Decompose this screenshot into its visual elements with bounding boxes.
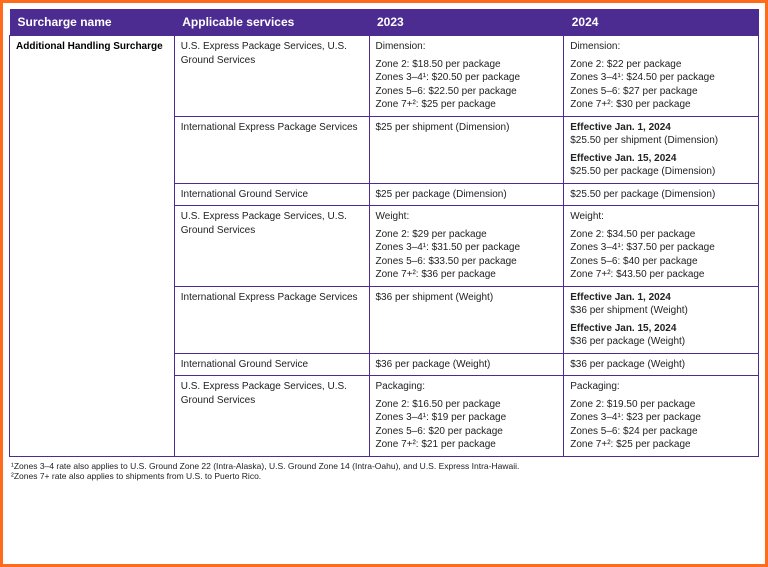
service-cell: U.S. Express Package Services, U.S. Grou… — [174, 36, 369, 117]
cell-line: $36 per package (Weight) — [376, 358, 558, 372]
cell-heading: Weight: — [376, 210, 558, 224]
year-2023-cell: $25 per shipment (Dimension) — [369, 116, 564, 183]
year-2023-cell: $36 per package (Weight) — [369, 353, 564, 376]
effective-date: Effective Jan. 1, 2024 — [570, 291, 752, 305]
cell-line: Zone 7+²: $25 per package — [376, 98, 558, 112]
cell-line: Zone 7+²: $43.50 per package — [570, 268, 752, 282]
cell-line: Zone 2: $19.50 per package — [570, 398, 752, 412]
surcharge-table: Surcharge name Applicable services 2023 … — [9, 9, 759, 457]
cell-line: Zones 3–4¹: $37.50 per package — [570, 241, 752, 255]
year-2023-cell: $36 per shipment (Weight) — [369, 286, 564, 353]
cell-heading: Dimension: — [376, 40, 558, 54]
cell-line: Zones 3–4¹: $20.50 per package — [376, 71, 558, 85]
cell-line: Zones 3–4¹: $19 per package — [376, 411, 558, 425]
col-header-name: Surcharge name — [10, 9, 175, 36]
cell-line: Zones 3–4¹: $23 per package — [570, 411, 752, 425]
cell-line: $36 per shipment (Weight) — [570, 304, 752, 318]
year-2024-cell: $36 per package (Weight) — [564, 353, 759, 376]
cell-line: Zones 5–6: $22.50 per package — [376, 85, 558, 99]
footnotes: ¹Zones 3–4 rate also applies to U.S. Gro… — [9, 457, 759, 482]
cell-line: $36 per package (Weight) — [570, 358, 752, 372]
cell-line: Zone 7+²: $36 per package — [376, 268, 558, 282]
col-header-2023: 2023 — [369, 9, 564, 36]
col-header-services: Applicable services — [174, 9, 369, 36]
cell-line: $25.50 per shipment (Dimension) — [570, 134, 752, 148]
year-2024-cell: Weight: Zone 2: $34.50 per packageZones 3… — [564, 206, 759, 287]
year-2023-cell: Weight: Zone 2: $29 per packageZones 3–4¹… — [369, 206, 564, 287]
year-2024-cell: $25.50 per package (Dimension) — [564, 183, 759, 206]
cell-line: Zones 5–6: $24 per package — [570, 425, 752, 439]
effective-date: Effective Jan. 15, 2024 — [570, 152, 752, 166]
col-header-2024: 2024 — [564, 9, 759, 36]
cell-line: Zone 2: $22 per package — [570, 58, 752, 72]
cell-heading: Weight: — [570, 210, 752, 224]
year-2023-cell: $25 per package (Dimension) — [369, 183, 564, 206]
cell-line: Zone 7+²: $25 per package — [570, 438, 752, 452]
service-cell: U.S. Express Package Services, U.S. Grou… — [174, 376, 369, 457]
cell-line: Zones 5–6: $27 per package — [570, 85, 752, 99]
cell-line: Zone 2: $18.50 per package — [376, 58, 558, 72]
footnote-line: ¹Zones 3–4 rate also applies to U.S. Gro… — [11, 461, 757, 472]
year-2023-cell: Packaging:Zone 2: $16.50 per packageZone… — [369, 376, 564, 457]
cell-line: Zone 2: $16.50 per package — [376, 398, 558, 412]
cell-heading: Dimension: — [570, 40, 752, 54]
cell-line: Zone 7+²: $30 per package — [570, 98, 752, 112]
service-cell: International Ground Service — [174, 353, 369, 376]
cell-line: $25.50 per package (Dimension) — [570, 165, 752, 179]
effective-date: Effective Jan. 1, 2024 — [570, 121, 752, 135]
cell-line: Zone 2: $34.50 per package — [570, 228, 752, 242]
service-cell: U.S. Express Package Services, U.S. Grou… — [174, 206, 369, 287]
year-2024-cell: Effective Jan. 1, 2024$36 per shipment (… — [564, 286, 759, 353]
footnote-line: ²Zones 7+ rate also applies to shipments… — [11, 471, 757, 482]
effective-date: Effective Jan. 15, 2024 — [570, 322, 752, 336]
cell-line: $36 per package (Weight) — [570, 335, 752, 349]
cell-line: $25 per shipment (Dimension) — [376, 121, 558, 135]
table-header-row: Surcharge name Applicable services 2023 … — [10, 9, 759, 36]
service-cell: International Ground Service — [174, 183, 369, 206]
cell-heading: Packaging: — [376, 380, 558, 394]
year-2024-cell: Packaging:Zone 2: $19.50 per packageZone… — [564, 376, 759, 457]
cell-line: Zones 5–6: $40 per package — [570, 255, 752, 269]
year-2024-cell: Effective Jan. 1, 2024$25.50 per shipmen… — [564, 116, 759, 183]
table-row: Additional Handling SurchargeU.S. Expres… — [10, 36, 759, 117]
year-2024-cell: Dimension: Zone 2: $22 per packageZones 3… — [564, 36, 759, 117]
cell-line: $25.50 per package (Dimension) — [570, 188, 752, 202]
cell-line: $36 per shipment (Weight) — [376, 291, 558, 305]
cell-line: Zones 3–4¹: $24.50 per package — [570, 71, 752, 85]
service-cell: International Express Package Services — [174, 116, 369, 183]
surcharge-table-frame: Surcharge name Applicable services 2023 … — [0, 0, 768, 567]
service-cell: International Express Package Services — [174, 286, 369, 353]
cell-line: Zone 7+²: $21 per package — [376, 438, 558, 452]
cell-heading: Packaging: — [570, 380, 752, 394]
cell-line: Zone 2: $29 per package — [376, 228, 558, 242]
cell-line: Zones 5–6: $33.50 per package — [376, 255, 558, 269]
cell-line: $25 per package (Dimension) — [376, 188, 558, 202]
cell-line: Zones 5–6: $20 per package — [376, 425, 558, 439]
year-2023-cell: Dimension:Zone 2: $18.50 per packageZone… — [369, 36, 564, 117]
surcharge-name-cell: Additional Handling Surcharge — [10, 36, 175, 457]
cell-line: Zones 3–4¹: $31.50 per package — [376, 241, 558, 255]
